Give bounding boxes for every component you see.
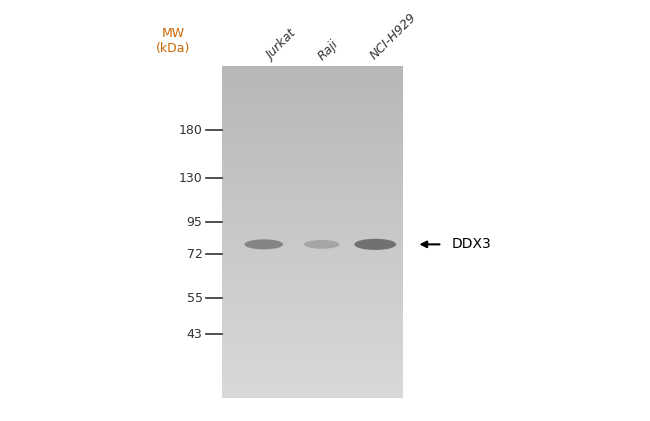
Text: MW
(kDa): MW (kDa) <box>157 27 190 55</box>
Text: 55: 55 <box>187 292 203 305</box>
Text: DDX3: DDX3 <box>452 237 491 251</box>
Text: 95: 95 <box>187 216 203 229</box>
FancyBboxPatch shape <box>222 67 402 398</box>
Ellipse shape <box>304 240 339 249</box>
Ellipse shape <box>244 240 283 249</box>
Text: 130: 130 <box>179 172 203 185</box>
Ellipse shape <box>354 239 396 250</box>
Text: 180: 180 <box>179 124 203 137</box>
Text: Raji: Raji <box>316 37 341 63</box>
Text: 43: 43 <box>187 328 203 341</box>
Text: NCI-H929: NCI-H929 <box>367 11 419 63</box>
Text: 72: 72 <box>187 248 203 261</box>
Text: Jurkat: Jurkat <box>265 27 299 63</box>
